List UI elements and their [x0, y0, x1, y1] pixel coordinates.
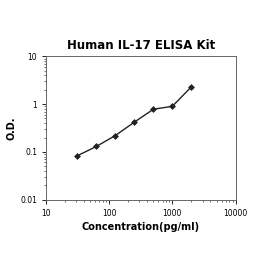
- Title: Human IL-17 ELISA Kit: Human IL-17 ELISA Kit: [67, 39, 215, 52]
- X-axis label: Concentration(pg/ml): Concentration(pg/ml): [82, 222, 200, 232]
- Y-axis label: O.D.: O.D.: [6, 116, 16, 140]
